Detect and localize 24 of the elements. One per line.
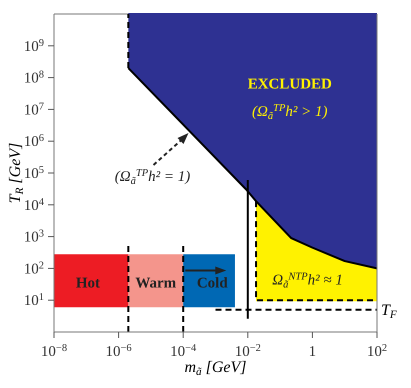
annotation: Hot (76, 275, 100, 292)
y-tick-label: 10$^{6}$ (24, 133, 44, 150)
annotation: EXCLUDED (248, 76, 332, 93)
y-tick-label: 10$^{4}$ (24, 196, 45, 214)
y-tick-label: 10$^{3}$ (24, 228, 44, 246)
y-tick-label: 10$^{2}$ (24, 260, 44, 278)
y-tick-label: 10$^{5}$ (24, 165, 44, 182)
annotation: Warm (135, 275, 177, 292)
x-tick-label: 10$^{−6}$ (106, 343, 132, 360)
x-tick-label: 10$^{−4}$ (170, 343, 198, 360)
annotation: Ω$_{ã}$$^{NTP}$h² ≈ 1 (272, 271, 343, 290)
annotation: (Ω$_{ã}$$^{TP}$h² = 1) (114, 168, 190, 187)
annotation: Cold (196, 275, 228, 292)
x-tick-label: 1 (308, 344, 316, 360)
x-tick-label: 10$^{2}$ (366, 343, 388, 360)
y-tick-label: 10$^{1}$ (24, 292, 44, 310)
x-tick-label: 10$^{−2}$ (234, 343, 261, 360)
series-label: T$_{F}$ (381, 302, 397, 321)
y-tick-label: 10$^{7}$ (24, 101, 44, 118)
x-axis-title: m$_{ã}$ [GeV] (184, 359, 247, 378)
y-tick-label: 10$^{8}$ (24, 70, 44, 87)
x-tick-label: 10$^{−8}$ (40, 343, 68, 360)
annotation: (Ω$_{ã}$$^{TP}$h² > 1) (252, 102, 328, 122)
y-tick-label: 10$^{9}$ (24, 38, 44, 55)
